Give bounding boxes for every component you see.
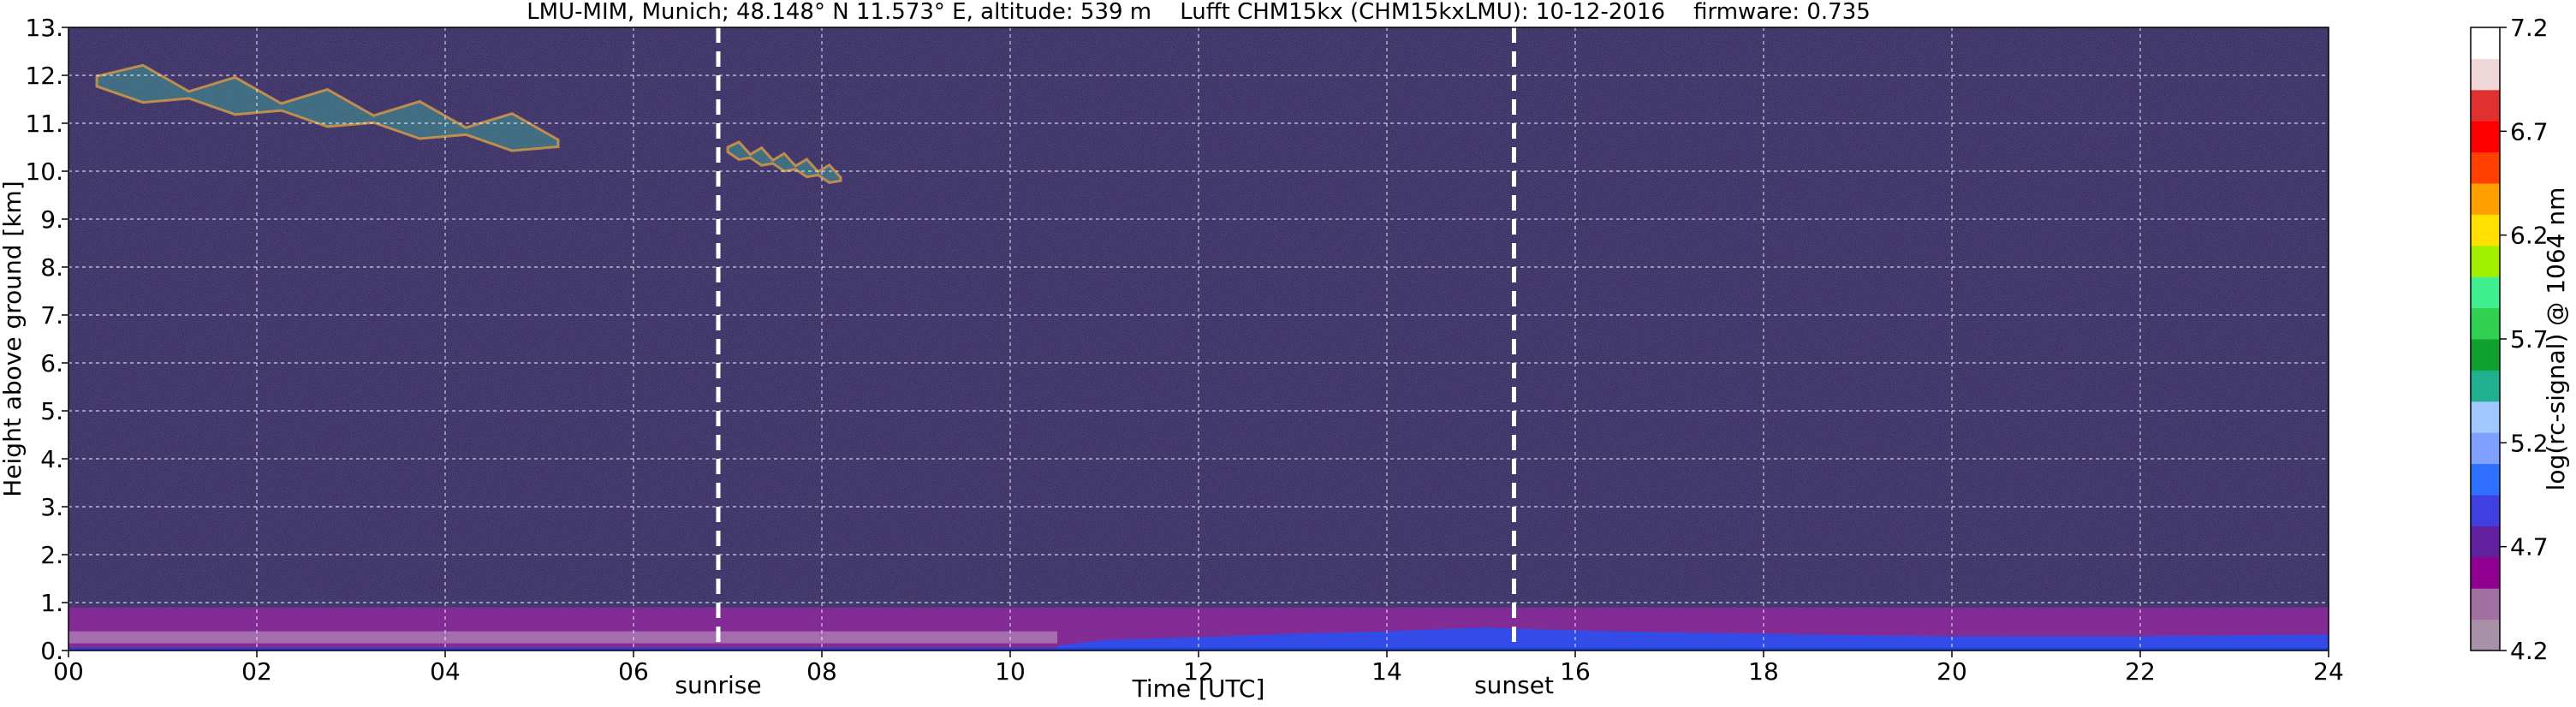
colorbar: 4.2 4.7 5.2 5.7 6.2 6.7 7.2 log(rc-signal) @ 1… [2470,14,2570,665]
chart-title: LMU-MIM, Munich; 48.148° N 11.573° E, al… [527,0,1871,25]
y-tick-label: 9. [40,205,63,234]
colorbar-bin [2471,463,2500,496]
x-axis-label: Time [UTC] [1132,674,1265,703]
x-tick-label: 16 [1560,657,1591,686]
colorbar-bin [2471,370,2500,402]
cirrus-cloud-1 [97,65,558,152]
x-tick-label: 04 [430,657,461,686]
colorbar-bin [2471,152,2500,184]
y-axis-label: Height above ground [km] [0,181,27,497]
x-tick-label: 12 [1183,657,1214,686]
y-tick-label: 10. [25,157,63,186]
x-tick-label: 08 [806,657,837,686]
x-tick-label: 22 [2125,657,2156,686]
x-tick-label: 24 [2313,657,2344,686]
colorbar-bin [2471,307,2500,340]
colorbar-bin [2471,432,2500,465]
y-tick-label: 8. [40,253,63,282]
y-tick-label: 7. [40,301,63,330]
colorbar-bin [2471,89,2500,122]
y-axis-ticks: 0. 1. 2. 3. 4. 5. 6. 7. 8. 9. 10. 11. 12. 13. [25,14,68,665]
colorbar-tick-label: 7.2 [2510,14,2549,42]
colorbar-bin [2471,401,2500,433]
y-tick-label: 6. [40,349,63,377]
colorbar-bin [2471,276,2500,309]
colorbar-label: log(rc-signal) @ 1064 nm [2542,187,2570,491]
colorbar-tick-label: 6.2 [2510,222,2549,250]
cirrus-cloud-core-1 [95,63,560,152]
colorbar-bin [2471,619,2500,651]
x-tick-label: 18 [1748,657,1779,686]
colorbar-bin [2471,183,2500,215]
colorbar-bin [2471,27,2500,59]
y-tick-label: 3. [40,493,63,521]
x-tick-label: 10 [995,657,1026,686]
x-tick-label: 20 [1936,657,1967,686]
x-axis-ticks: 00 02 04 06 08 10 12 14 16 18 20 22 24 [53,651,2344,686]
mixing-layer [1057,627,2329,651]
colorbar-tick-label: 4.2 [2510,637,2549,665]
colorbar-bin [2471,526,2500,558]
surface-layer [68,648,2329,651]
colorbar-tick-label: 4.7 [2510,533,2549,561]
colorbar-bin [2471,588,2500,621]
x-tick-label: 14 [1371,657,1402,686]
y-tick-label: 4. [40,445,63,473]
x-tick-label: 00 [53,657,84,686]
colorbar-tick-label: 6.7 [2510,117,2549,146]
colorbar-bin [2471,245,2500,277]
colorbar-ticks: 4.2 4.7 5.2 5.7 6.2 6.7 7.2 [2500,14,2549,665]
y-tick-label: 12. [25,62,63,90]
y-tick-label: 0. [40,637,63,665]
y-tick-label: 5. [40,397,63,425]
x-tick-label: 06 [618,657,649,686]
colorbar-tick-label: 5.7 [2510,325,2549,354]
colorbar-bin [2471,121,2500,153]
colorbar-bins [2471,27,2500,651]
y-tick-label: 11. [25,110,63,138]
colorbar-bin [2471,58,2500,91]
boundary-layer-lower-band [68,631,1057,644]
colorbar-bin [2471,495,2500,526]
signal-features [68,63,2329,651]
colorbar-bin [2471,214,2500,247]
cirrus-cloud-core-2 [726,140,842,185]
colorbar-bin [2471,556,2500,589]
time-markers [716,27,1516,651]
y-tick-label: 1. [40,589,63,617]
x-tick-label: 02 [241,657,272,686]
grid [68,27,2329,651]
sunset-label: sunset [1474,671,1554,699]
y-tick-label: 13. [25,14,63,42]
plot-area [68,27,2329,651]
colorbar-bin [2471,339,2500,371]
sunrise-label: sunrise [675,671,761,699]
colorbar-tick-label: 5.2 [2510,429,2549,457]
y-tick-label: 2. [40,541,63,569]
